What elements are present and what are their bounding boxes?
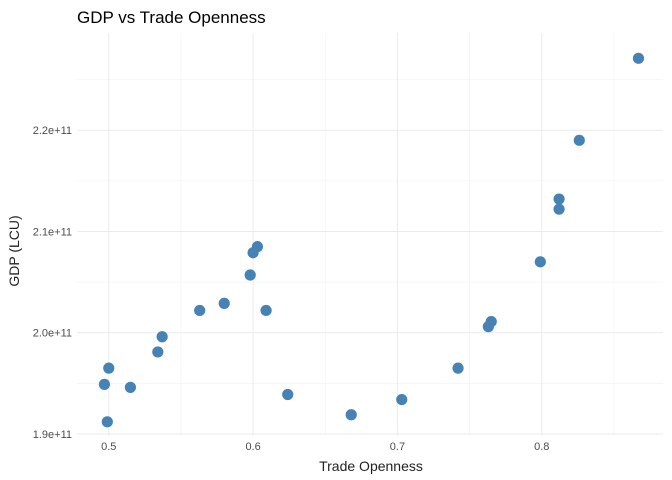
y-axis-title: GDP (LCU) <box>6 215 22 286</box>
data-point <box>452 362 464 374</box>
major-gridlines <box>77 33 663 436</box>
data-point <box>396 393 408 406</box>
data-point <box>103 362 115 374</box>
data-point <box>485 315 497 328</box>
data-point <box>218 297 230 309</box>
data-point <box>632 52 645 64</box>
y-tick-label: 2.2e+11 <box>33 125 72 137</box>
y-axis-tick-labels: 1.9e+11 2.0e+11 2.1e+11 2.2e+11 <box>33 125 72 441</box>
data-point <box>194 304 206 317</box>
data-point <box>345 409 357 421</box>
x-tick-label: 0.8 <box>534 441 549 453</box>
y-tick-label: 2.1e+11 <box>33 226 72 238</box>
data-point <box>152 346 164 358</box>
data-point <box>534 256 546 268</box>
data-point <box>260 304 272 317</box>
x-tick-label: 0.7 <box>390 441 405 453</box>
data-points <box>98 52 645 428</box>
x-tick-label: 0.5 <box>101 441 116 453</box>
data-point <box>573 134 585 146</box>
y-tick-label: 2.0e+11 <box>33 328 72 340</box>
data-point <box>553 203 565 215</box>
data-point <box>124 381 137 393</box>
data-point <box>101 416 113 428</box>
data-point <box>156 331 168 343</box>
y-tick-label: 1.9e+11 <box>33 429 72 441</box>
data-point <box>251 241 264 253</box>
x-axis-title: Trade Openness <box>319 458 423 474</box>
data-point <box>98 378 111 390</box>
x-axis-tick-labels: 0.5 0.6 0.7 0.8 <box>101 441 549 453</box>
x-tick-label: 0.6 <box>245 441 260 453</box>
data-point <box>244 269 256 281</box>
minor-gridlines <box>77 33 663 436</box>
data-point <box>282 388 294 401</box>
chart-title: GDP vs Trade Openness <box>77 8 266 27</box>
data-point <box>553 193 565 205</box>
